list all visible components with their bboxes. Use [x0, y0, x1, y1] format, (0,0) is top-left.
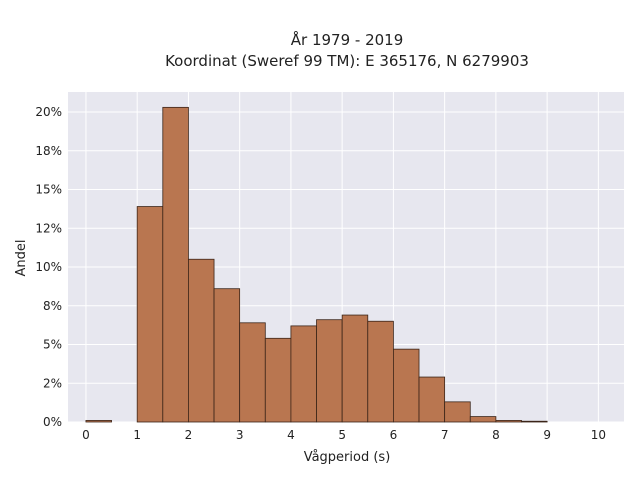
x-tick-label: 7	[441, 428, 449, 442]
chart-title-line-2: Koordinat (Sweref 99 TM): E 365176, N 62…	[165, 52, 529, 70]
x-tick-label: 2	[185, 428, 193, 442]
y-axis-ticks: 0% 2% 5% 8% 10% 12% 15% 18% 20%	[35, 105, 62, 429]
x-tick-label: 10	[591, 428, 606, 442]
x-tick-label: 3	[236, 428, 244, 442]
y-tick-label: 20%	[35, 105, 62, 119]
histogram-bar	[213, 288, 241, 423]
histogram-bar	[444, 401, 471, 423]
histogram-bar	[521, 420, 548, 423]
x-axis-ticks: 0 1 2 3 4 5 6 7 8 9 10	[82, 428, 606, 442]
x-tick-label: 8	[492, 428, 500, 442]
histogram-bar	[495, 420, 522, 423]
x-tick-label: 5	[338, 428, 346, 442]
histogram-bar	[188, 258, 215, 423]
histogram-bar	[85, 420, 112, 423]
y-tick-label: 18%	[35, 144, 62, 158]
y-tick-label: 2%	[43, 376, 62, 390]
histogram-bar	[239, 322, 266, 423]
y-tick-label: 10%	[35, 260, 62, 274]
histogram-bar	[393, 348, 420, 423]
histogram-bar	[290, 325, 317, 423]
y-tick-label: 5%	[43, 338, 62, 352]
x-tick-label: 0	[82, 428, 90, 442]
x-tick-label: 4	[287, 428, 295, 442]
chart-title-line-1: År 1979 - 2019	[291, 30, 404, 49]
x-tick-label: 6	[390, 428, 398, 442]
histogram-bar	[418, 376, 446, 423]
y-tick-label: 0%	[43, 415, 62, 429]
histogram-bar	[264, 337, 292, 423]
histogram-bar	[162, 106, 189, 423]
y-axis-label: Andel	[14, 240, 29, 277]
histogram-bar	[341, 314, 369, 423]
histogram-bar	[316, 319, 343, 423]
histogram-bar	[469, 416, 497, 423]
y-tick-label: 8%	[43, 299, 62, 313]
histogram-bar	[136, 206, 164, 423]
histogram-bar	[367, 320, 394, 423]
x-axis-label: Vågperiod (s)	[304, 450, 391, 465]
x-tick-label: 9	[543, 428, 551, 442]
y-tick-label: 15%	[35, 183, 62, 197]
y-tick-label: 12%	[35, 221, 62, 235]
histogram-bars	[85, 106, 548, 423]
x-tick-label: 1	[133, 428, 141, 442]
